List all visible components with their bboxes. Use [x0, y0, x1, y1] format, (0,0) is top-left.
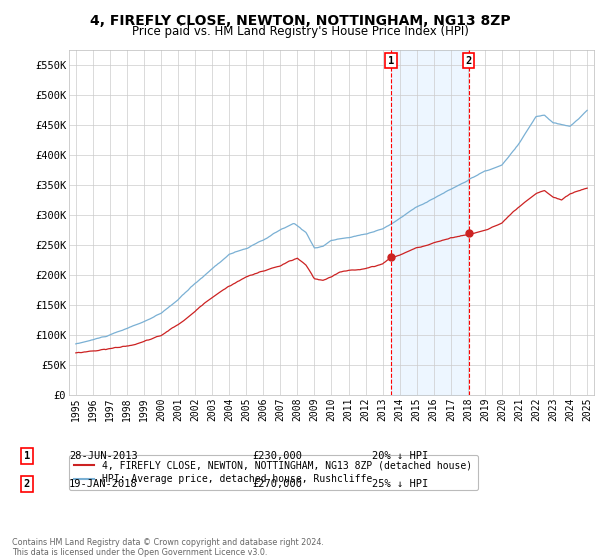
Text: Contains HM Land Registry data © Crown copyright and database right 2024.
This d: Contains HM Land Registry data © Crown c…: [12, 538, 324, 557]
Legend: 4, FIREFLY CLOSE, NEWTON, NOTTINGHAM, NG13 8ZP (detached house), HPI: Average pr: 4, FIREFLY CLOSE, NEWTON, NOTTINGHAM, NG…: [68, 455, 478, 491]
Text: £230,000: £230,000: [252, 451, 302, 461]
Text: £270,000: £270,000: [252, 479, 302, 489]
Text: 2: 2: [24, 479, 30, 489]
Text: 1: 1: [388, 55, 394, 66]
Text: 19-JAN-2018: 19-JAN-2018: [69, 479, 138, 489]
Text: 4, FIREFLY CLOSE, NEWTON, NOTTINGHAM, NG13 8ZP: 4, FIREFLY CLOSE, NEWTON, NOTTINGHAM, NG…: [89, 14, 511, 28]
Text: 20% ↓ HPI: 20% ↓ HPI: [372, 451, 428, 461]
Text: 1: 1: [24, 451, 30, 461]
Text: 2: 2: [466, 55, 472, 66]
Text: 25% ↓ HPI: 25% ↓ HPI: [372, 479, 428, 489]
Text: 28-JUN-2013: 28-JUN-2013: [69, 451, 138, 461]
Text: Price paid vs. HM Land Registry's House Price Index (HPI): Price paid vs. HM Land Registry's House …: [131, 25, 469, 38]
